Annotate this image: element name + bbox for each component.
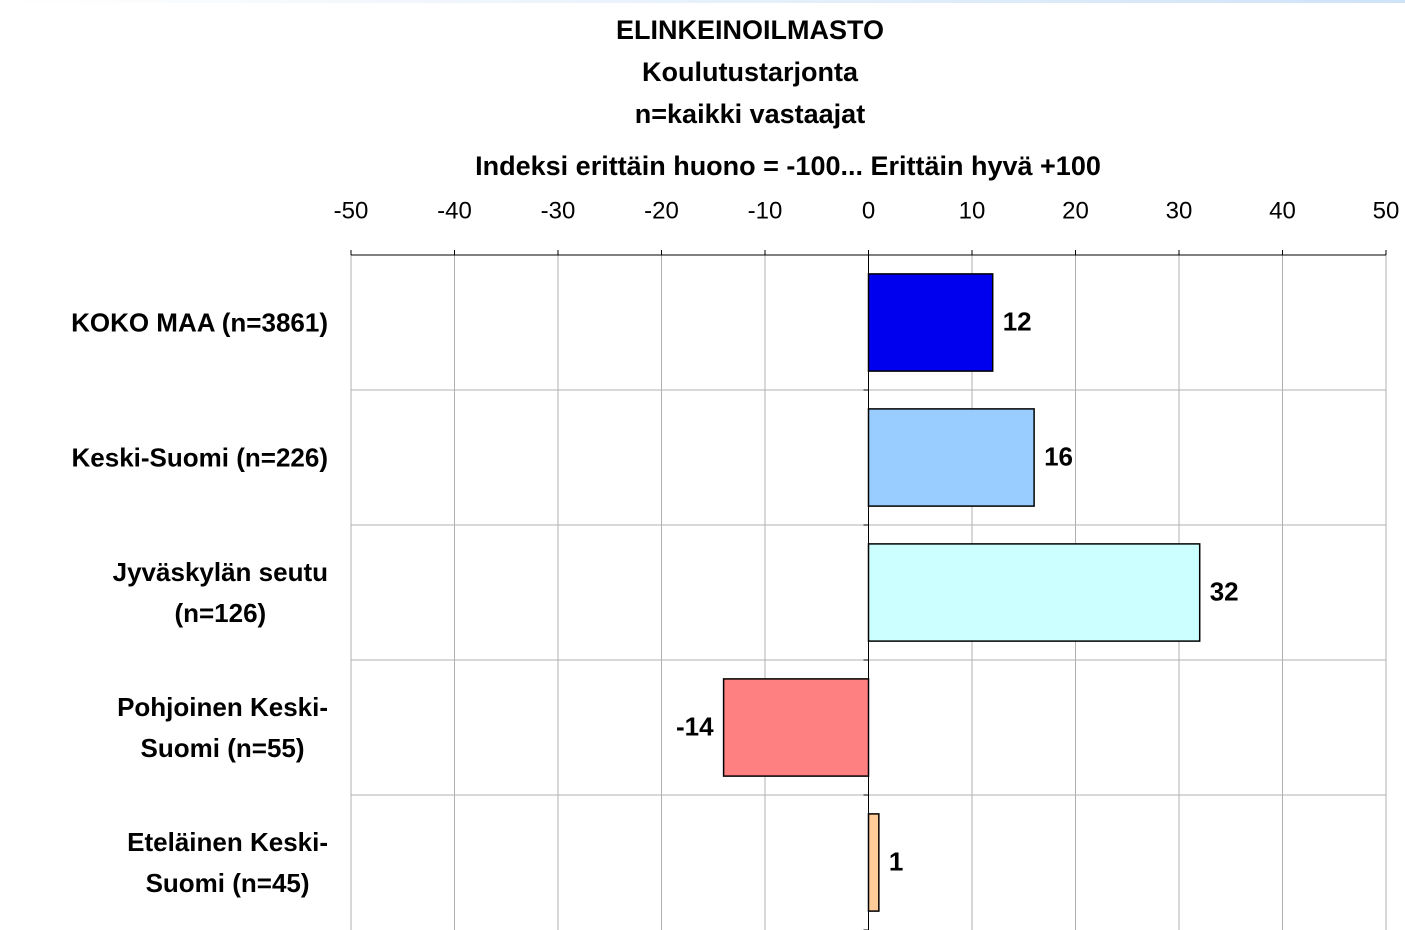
bar [867,273,994,372]
x-axis-title: Indeksi erittäin huono = -100... Erittäi… [475,151,1101,181]
value-label: 32 [1210,576,1239,606]
x-tick-label: -50 [334,197,369,224]
x-tick-label: 20 [1062,197,1089,224]
category-label: Pohjoinen Keski- Suomi (n=55) [117,691,328,763]
bar [867,543,1201,642]
x-tick-label: 40 [1269,197,1296,224]
value-label: -14 [676,711,714,741]
value-label: 1 [889,846,903,876]
category-label: Keski-Suomi (n=226) [71,442,328,472]
x-tick-label: 10 [959,197,986,224]
x-tick-label: 30 [1166,197,1193,224]
x-tick-label: -40 [437,197,472,224]
chart-title: ELINKEINOILMASTO [616,15,884,45]
category-label: Eteläinen Keski- Suomi (n=45) [127,826,328,898]
category-label: Jyväskylän seutu (n=126) [112,556,328,628]
chart-note: n=kaikki vastaajat [635,99,865,129]
top-band [0,0,1405,3]
category-label: KOKO MAA (n=3861) [71,307,328,337]
bar [867,813,880,912]
bar [867,408,1035,507]
bar [722,678,870,777]
x-tick-label: 50 [1373,197,1400,224]
value-label: 16 [1044,441,1073,471]
x-tick-label: -20 [644,197,679,224]
x-tick-label: -10 [748,197,783,224]
x-tick-label: -30 [541,197,576,224]
x-tick-label: 0 [862,197,875,224]
value-label: 12 [1003,306,1032,336]
chart-subtitle: Koulutustarjonta [642,57,859,87]
